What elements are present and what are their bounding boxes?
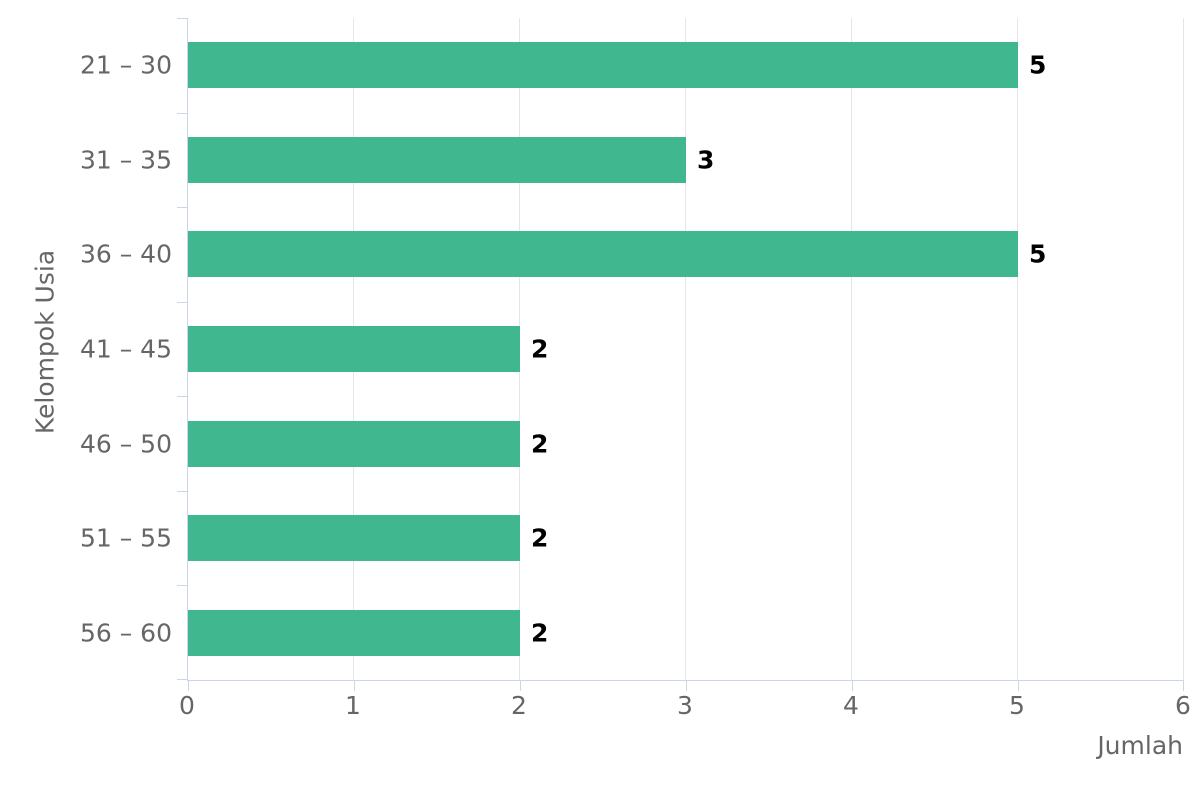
x-axis-tick <box>1018 681 1019 691</box>
x-tick-label: 5 <box>1009 691 1025 720</box>
x-axis-tick <box>520 681 521 691</box>
y-axis-tick <box>177 491 187 492</box>
y-axis-tick <box>177 113 187 114</box>
bar[interactable] <box>188 137 686 183</box>
y-axis-tick <box>177 396 187 397</box>
bar-value-label: 2 <box>531 429 549 459</box>
y-axis-tick <box>177 679 187 680</box>
bar[interactable] <box>188 42 1018 88</box>
gridline <box>1183 18 1184 680</box>
x-axis-tick <box>1183 681 1184 691</box>
x-axis-tick <box>354 681 355 691</box>
category-label: 46 – 50 <box>79 429 172 459</box>
x-axis-title: Jumlah <box>1097 731 1183 760</box>
x-tick-label: 3 <box>677 691 693 720</box>
y-axis-tick <box>177 302 187 303</box>
gridline <box>685 18 686 680</box>
bar[interactable] <box>188 515 520 561</box>
bar-value-label: 2 <box>531 523 549 553</box>
category-label: 51 – 55 <box>79 523 172 553</box>
bar[interactable] <box>188 326 520 372</box>
y-axis-tick <box>177 18 187 19</box>
x-tick-label: 2 <box>511 691 527 720</box>
y-axis-tick <box>177 207 187 208</box>
category-label: 41 – 45 <box>79 334 172 364</box>
bar[interactable] <box>188 610 520 656</box>
y-axis-tick <box>177 585 187 586</box>
category-label: 56 – 60 <box>79 618 172 648</box>
bar-value-label: 3 <box>697 145 715 175</box>
bar[interactable] <box>188 231 1018 277</box>
bar-value-label: 5 <box>1029 50 1047 80</box>
gridline <box>1017 18 1018 680</box>
x-axis-tick <box>188 681 189 691</box>
x-axis-tick <box>852 681 853 691</box>
plot-area: 5 3 5 2 2 2 2 <box>177 18 1184 691</box>
x-tick-label: 0 <box>179 691 195 720</box>
bar-value-label: 5 <box>1029 239 1047 269</box>
bar-value-label: 2 <box>531 618 549 648</box>
x-tick-label: 4 <box>843 691 859 720</box>
x-tick-label: 6 <box>1175 691 1191 720</box>
bar[interactable] <box>188 421 520 467</box>
category-label: 36 – 40 <box>79 239 172 269</box>
category-label: 31 – 35 <box>79 145 172 175</box>
x-axis-tick <box>686 681 687 691</box>
gridline <box>851 18 852 680</box>
category-label: 21 – 30 <box>79 50 172 80</box>
bar-value-label: 2 <box>531 334 549 364</box>
x-tick-label: 1 <box>345 691 361 720</box>
